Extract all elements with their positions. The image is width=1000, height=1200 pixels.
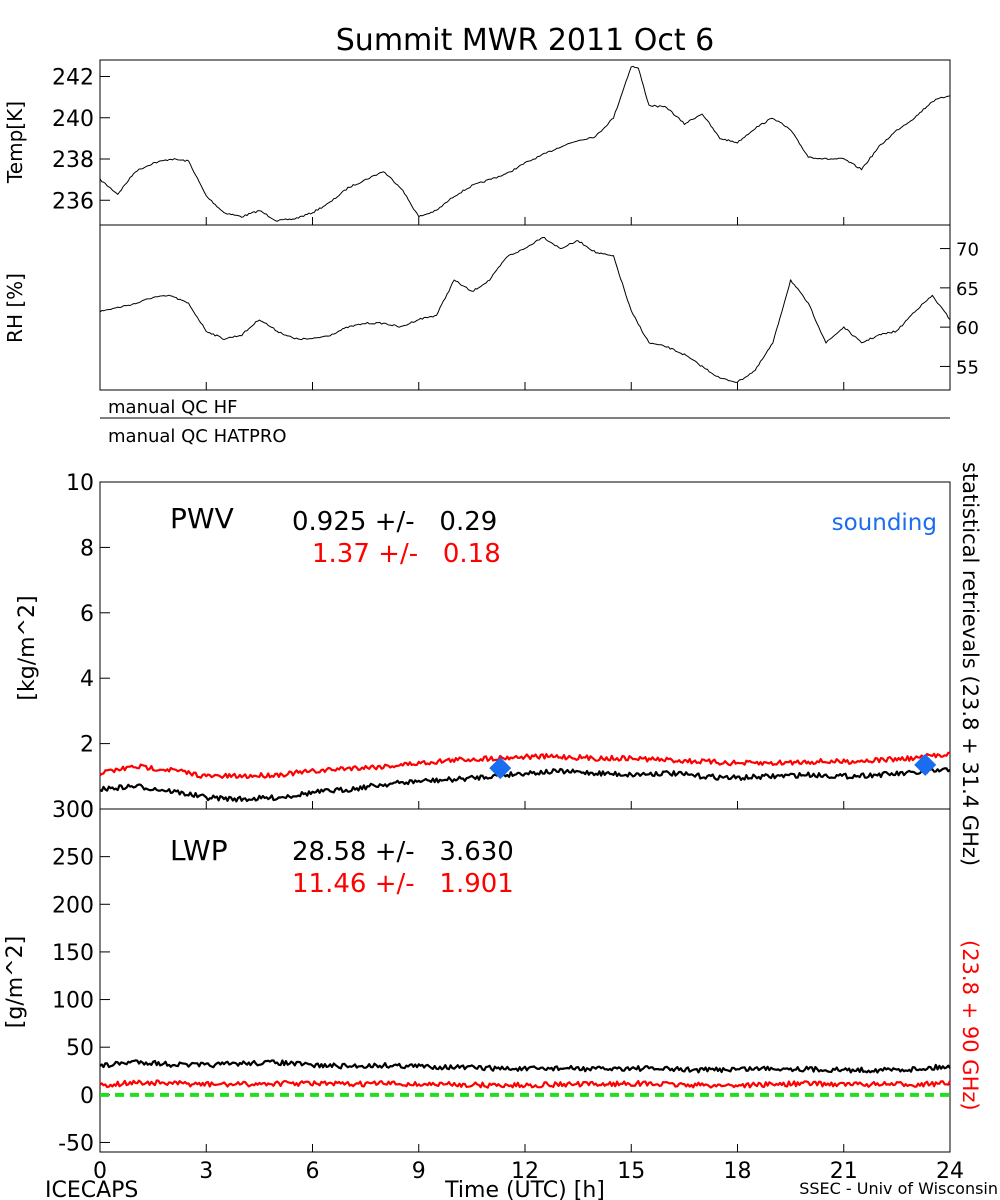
ytick-label-lwp-1: 0	[80, 1084, 94, 1109]
xtick-label-6: 18	[724, 1159, 752, 1184]
side-label-red: (23.8 + 90 GHz)	[958, 940, 982, 1111]
xtick-label-3: 9	[412, 1159, 426, 1184]
ytick-label-lwp-7: 300	[52, 798, 94, 823]
pwv-stat-black: 0.925 +/- 0.29	[292, 507, 497, 537]
ytick-label-lwp-3: 100	[52, 989, 94, 1014]
rh-panel-frame	[99, 224, 951, 391]
footer-left: ICECAPS	[45, 1178, 138, 1200]
ytick-label-lwp-0: -50	[58, 1131, 94, 1156]
xtick-label-0: 0	[93, 1159, 107, 1184]
ytick-label-pwv-2: 4	[80, 667, 94, 692]
xaxis-label: Time (UTC) [h]	[444, 1178, 605, 1200]
ytick-label-temp-0: 236	[52, 189, 94, 214]
series-rh-0	[99, 237, 951, 383]
ytick-label-lwp-6: 250	[52, 846, 94, 871]
sounding-point-0	[489, 757, 512, 780]
ytick-label-pwv-1: 2	[80, 733, 94, 758]
sounding-point-1	[914, 753, 937, 776]
ytick-label-rh-0: 55	[956, 357, 979, 378]
ytick-label-rh-3: 70	[956, 240, 979, 261]
xtick-label-1: 3	[199, 1159, 213, 1184]
chart-title: Summit MWR 2011 Oct 6	[336, 23, 714, 58]
lwp-stat-red: 11.46 +/- 1.901	[292, 869, 514, 899]
temp-panel-frame	[99, 59, 951, 226]
xtick-label-4: 12	[511, 1159, 539, 1184]
ytick-label-pwv-5: 10	[66, 471, 94, 496]
qc-hatpro-label: manual QC HATPRO	[108, 426, 287, 447]
ytick-label-temp-1: 238	[52, 148, 94, 173]
ytick-label-rh-2: 65	[956, 279, 979, 300]
ytick-label-lwp-2: 50	[66, 1036, 94, 1061]
ytick-label-pwv-4: 8	[80, 536, 94, 561]
lwp-ylabel: [g/m^2]	[3, 936, 28, 1028]
xtick-label-2: 6	[306, 1159, 320, 1184]
ytick-label-pwv-3: 6	[80, 602, 94, 627]
xtick-label-8: 24	[936, 1159, 964, 1184]
side-label-black: statistical retrievals (23.8 + 31.4 GHz)	[958, 462, 982, 866]
series-temp-0	[99, 65, 951, 222]
ytick-label-lwp-4: 150	[52, 941, 94, 966]
xtick-label-5: 15	[617, 1159, 645, 1184]
rh-ylabel: RH [%]	[3, 273, 27, 343]
lwp-stat-black: 28.58 +/- 3.630	[292, 837, 514, 867]
lwp-label: LWP	[170, 834, 228, 867]
pwv-ylabel: [kg/m^2]	[15, 595, 40, 700]
ytick-label-lwp-5: 200	[52, 893, 94, 918]
xtick-label-7: 21	[830, 1159, 858, 1184]
series-lwp-1	[99, 1079, 951, 1089]
temp-ylabel: Temp[K]	[3, 101, 27, 184]
ytick-label-rh-1: 60	[956, 318, 979, 339]
qc-hf-label: manual QC HF	[108, 397, 237, 418]
pwv-label: PWV	[170, 502, 234, 535]
series-pwv-1	[99, 751, 951, 780]
series-pwv-0	[99, 767, 951, 803]
ytick-label-temp-3: 242	[52, 66, 94, 91]
ytick-label-temp-2: 240	[52, 107, 94, 132]
series-lwp-0	[99, 1059, 951, 1074]
pwv-stat-red: 1.37 +/- 0.18	[312, 539, 501, 569]
chart-marks: 236238240242556065700246810-500501001502…	[52, 66, 979, 1185]
sounding-legend: sounding	[832, 510, 937, 536]
footer-right: SSEC - Univ of Wisconsin	[799, 1179, 998, 1198]
ytick-label-pwv-0: 0	[80, 798, 94, 823]
